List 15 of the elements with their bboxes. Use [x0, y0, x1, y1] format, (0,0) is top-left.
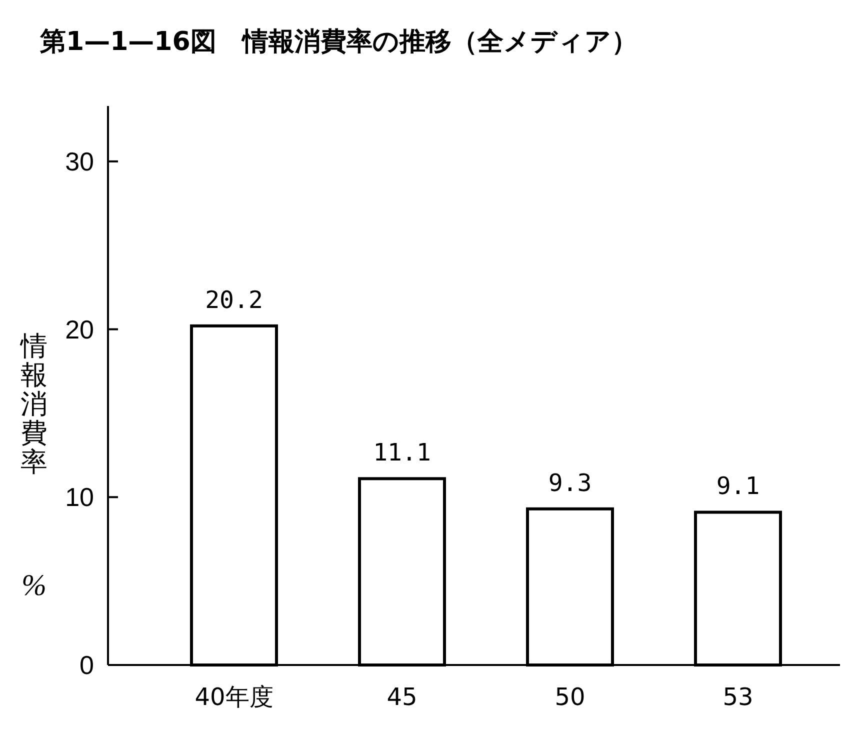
- x-tick-label: 50: [554, 683, 586, 711]
- x-tick-label: 40年度: [194, 683, 274, 711]
- data-label: 9.3: [548, 468, 592, 497]
- data-label: 11.1: [373, 438, 431, 467]
- text: %: [22, 569, 46, 602]
- y-tick-label: 0: [80, 650, 94, 680]
- x-tick-label: 53: [722, 683, 754, 711]
- y-axis-title: 情報消費率: [20, 331, 48, 477]
- data-label: 20.2: [205, 286, 263, 314]
- y-tick-label: 30: [65, 146, 94, 176]
- data-label: 9.1: [716, 472, 760, 500]
- y-tick-label: 10: [65, 482, 94, 512]
- x-tick-label: 45: [386, 683, 418, 711]
- chart-title: 第1—1—16図 情報消費率の推移（全メディア）: [39, 27, 638, 57]
- y-tick-label: 20: [65, 314, 94, 344]
